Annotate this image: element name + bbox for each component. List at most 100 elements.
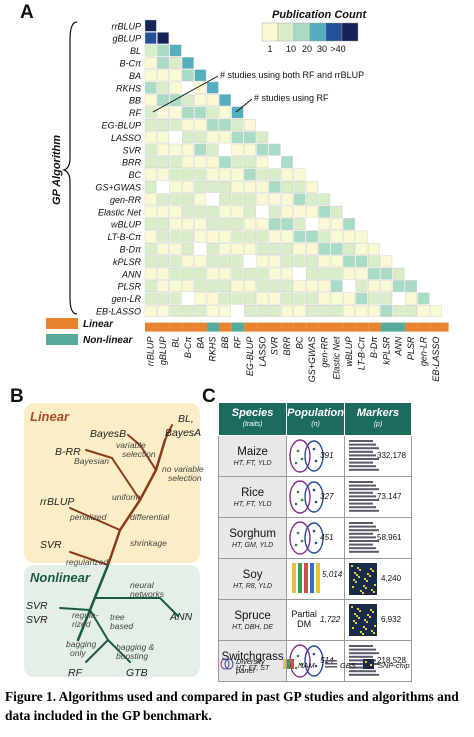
heatmap-cell [318, 218, 331, 230]
heatmap-cell [231, 280, 244, 292]
type-bar-segment [256, 322, 269, 332]
heatmap-cell [368, 305, 380, 317]
heatmap-cell [169, 44, 182, 57]
colorbar-swatch [309, 22, 327, 42]
heatmap-cell [144, 32, 157, 45]
heatmap-cell [405, 305, 417, 317]
gbs-icon [349, 522, 379, 553]
heatmap-cell [243, 118, 256, 131]
heatmap-cell [194, 180, 207, 193]
heatmap-cell [231, 180, 244, 193]
heatmap-cell [169, 218, 182, 230]
heatmap-cell [368, 292, 380, 305]
heatmap-cell [219, 131, 231, 144]
heatmap-cell [293, 168, 306, 181]
tree-label-regula: regula- [72, 610, 99, 620]
heatmap-cell [256, 305, 269, 317]
species-name: Maize [237, 445, 268, 458]
row-label: gen-LR [111, 294, 141, 304]
linear-legend-label: Linear [83, 319, 114, 330]
heatmap-cell [268, 242, 281, 255]
table-row: Rice HT, FT, YLD 327 73,147 [217, 476, 412, 518]
colorbar-tick: 30 [317, 44, 327, 54]
heatmap-cell [380, 280, 393, 292]
colorbar-title: Publication Count [272, 9, 367, 21]
heatmap-cell [157, 131, 169, 144]
heatmap-cell [268, 143, 281, 156]
markers-cell: 73,147 [344, 476, 412, 518]
legend-gbs: GBS [340, 661, 356, 670]
heatmap-cell [181, 118, 194, 131]
heatmap-cell [243, 205, 256, 218]
row-brace [62, 21, 78, 315]
column-label: Elastic Net [332, 336, 342, 380]
heatmap-cell [231, 193, 244, 206]
tree-label-bagging: bagging [66, 639, 97, 649]
linear-box [24, 403, 200, 563]
heatmap-cell [330, 218, 343, 230]
row-label: LASSO [111, 133, 141, 143]
species-traits: HT, FT, YLD [233, 459, 272, 467]
heatmap-cell [144, 106, 157, 119]
annotation-rf: # studies using RF [254, 93, 329, 103]
table-row: Spruce HT, DBH, DE Partial DM 1,722 6,932 [217, 599, 412, 641]
heatmap-cell [219, 305, 231, 317]
species-name: Switchgrass [221, 650, 284, 663]
heatmap-cell [181, 205, 194, 218]
heatmap-cell [256, 230, 269, 243]
heatmap-cell [169, 242, 182, 255]
heatmap-cell [343, 305, 355, 317]
heatmap-cell [318, 292, 331, 305]
heatmap-cell [169, 267, 182, 280]
heatmap-cell [243, 305, 256, 317]
column-label: B-Cπ [183, 336, 193, 358]
heatmap-cell [169, 305, 182, 317]
heatmap-cell [293, 292, 306, 305]
marker-count: 58,961 [377, 533, 402, 542]
heatmap-cell [306, 242, 318, 255]
heatmap-cell [219, 193, 231, 206]
heatmap-cell [157, 242, 169, 255]
heatmap-cell [343, 292, 355, 305]
heatmap-cell [144, 267, 157, 280]
heatmap-cell [243, 156, 256, 168]
heatmap-cell [157, 267, 169, 280]
type-bar-segment [331, 322, 344, 332]
heatmap-cell [157, 118, 169, 131]
benchmark-table: Species (traits) Population (n) Markers (p)… [217, 402, 412, 682]
column-label: SVR [270, 336, 280, 355]
linear-title: Linear [30, 409, 70, 424]
species-traits: HT, FT, YLD [233, 500, 272, 508]
heatmap-cell [194, 193, 207, 206]
heatmap-cell [256, 267, 269, 280]
heatmap-cell [157, 255, 169, 268]
heatmap-cell [256, 292, 269, 305]
heatmap-cell [281, 156, 293, 168]
heatmap-cell [231, 106, 244, 119]
heatmap-cell [169, 69, 182, 82]
marker-count: 4,240 [381, 574, 402, 583]
table-row: Maize HT, FT, YLD 391 332,178 [217, 435, 412, 477]
tree-label-svr_poly: SVR [26, 614, 48, 626]
nonlinear-legend-label: Non-linear [83, 335, 134, 346]
heatmap-cell [169, 255, 182, 268]
heatmap-cell [219, 230, 231, 243]
type-bar-end [442, 322, 449, 332]
heatmap-cell [219, 280, 231, 292]
heatmap-cell [256, 143, 269, 156]
heatmap-cell [243, 280, 256, 292]
heatmap-cell [293, 305, 306, 317]
heatmap-cell [281, 255, 293, 268]
type-bar-segment [430, 322, 443, 332]
column-label: BRR [282, 336, 292, 356]
heatmap-cell [281, 218, 293, 230]
heatmap-cell [194, 267, 207, 280]
heatmap-cell [144, 131, 157, 144]
heatmap-cell [243, 131, 256, 144]
heatmap-cell [206, 81, 219, 94]
species-cell: Sorghum HT, GM, YLD [217, 517, 288, 559]
heatmap-cell [194, 168, 207, 181]
uniform-branch [111, 457, 141, 501]
row-label: BRR [122, 158, 142, 168]
heatmap-cell [181, 255, 194, 268]
